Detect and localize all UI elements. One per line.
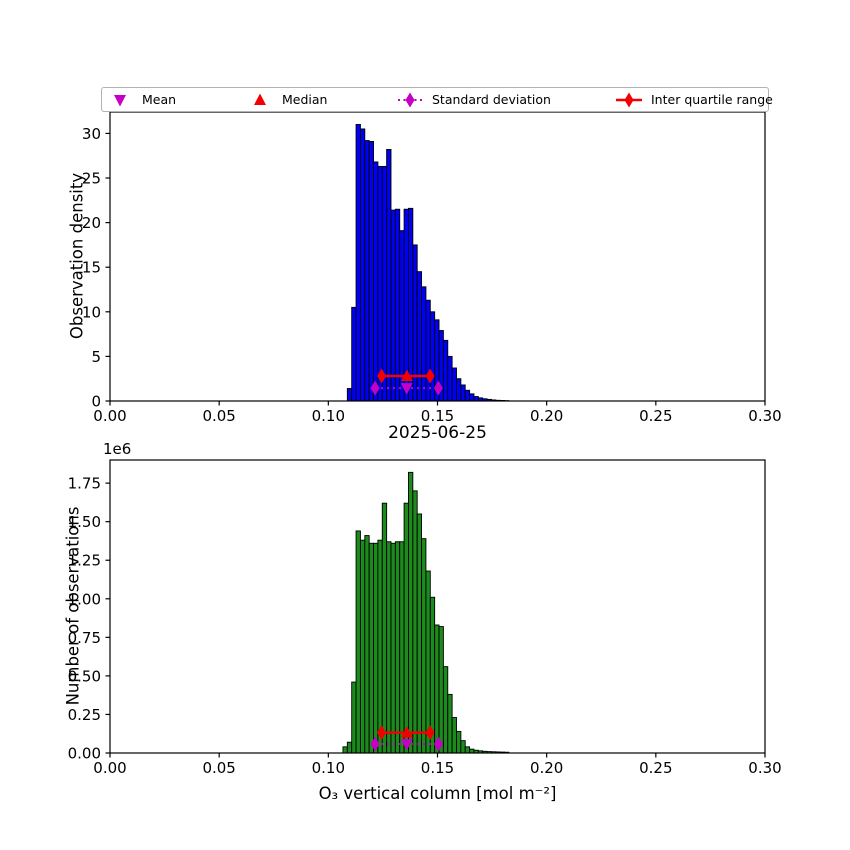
legend-label-iqr: Inter quartile range [651,92,773,107]
svg-text:30: 30 [82,125,101,143]
svg-text:0.10: 0.10 [312,759,345,777]
legend-item-iqr: Inter quartile range [614,88,773,111]
svg-text:0.15: 0.15 [421,407,454,425]
top-y-axis-label: Observation density [67,172,87,340]
iqr-marker-icon [616,92,642,107]
mean-marker-icon [114,94,126,106]
legend-item-mean: Mean [105,88,176,111]
legend-label-median: Median [282,92,328,107]
svg-text:0.25: 0.25 [639,407,672,425]
legend-item-std: Standard deviation [395,88,551,111]
plot-title: 2025-06-25 [388,423,487,443]
svg-text:0: 0 [91,393,101,411]
svg-text:20: 20 [82,214,101,232]
legend-label-mean: Mean [142,92,177,107]
bottom-y-axis-label: Number of observations [63,506,83,706]
median-marker-icon [254,93,266,105]
x-axis-label: O₃ vertical column [mol m⁻²] [318,784,557,803]
svg-text:0.20: 0.20 [530,407,563,425]
svg-text:0.75: 0.75 [68,629,101,647]
legend-label-std: Standard deviation [432,92,551,107]
svg-text:0.00: 0.00 [68,745,101,763]
svg-text:0.25: 0.25 [639,759,672,777]
std-marker-icon [398,92,422,107]
svg-text:1.75: 1.75 [68,475,101,493]
svg-text:0.10: 0.10 [312,407,345,425]
svg-text:0.50: 0.50 [68,667,101,685]
svg-text:0.25: 0.25 [68,706,101,724]
svg-text:0.30: 0.30 [748,407,781,425]
legend: Mean Median Standard deviation Inter qua… [101,87,773,112]
y-axis-offset-label: 1e6 [103,440,132,458]
svg-text:0.05: 0.05 [202,407,235,425]
svg-text:1.25: 1.25 [68,552,101,570]
svg-text:1.00: 1.00 [68,590,101,608]
svg-text:25: 25 [82,170,101,188]
svg-text:1.50: 1.50 [68,513,101,531]
svg-text:0.30: 0.30 [748,759,781,777]
svg-text:10: 10 [82,303,101,321]
svg-text:0.15: 0.15 [421,759,454,777]
svg-text:0.20: 0.20 [530,759,563,777]
svg-text:0.05: 0.05 [202,759,235,777]
legend-item-median: Median [245,88,327,111]
svg-text:5: 5 [91,348,101,366]
svg-text:0.00: 0.00 [93,759,126,777]
svg-text:0.00: 0.00 [93,407,126,425]
svg-text:15: 15 [82,259,101,277]
